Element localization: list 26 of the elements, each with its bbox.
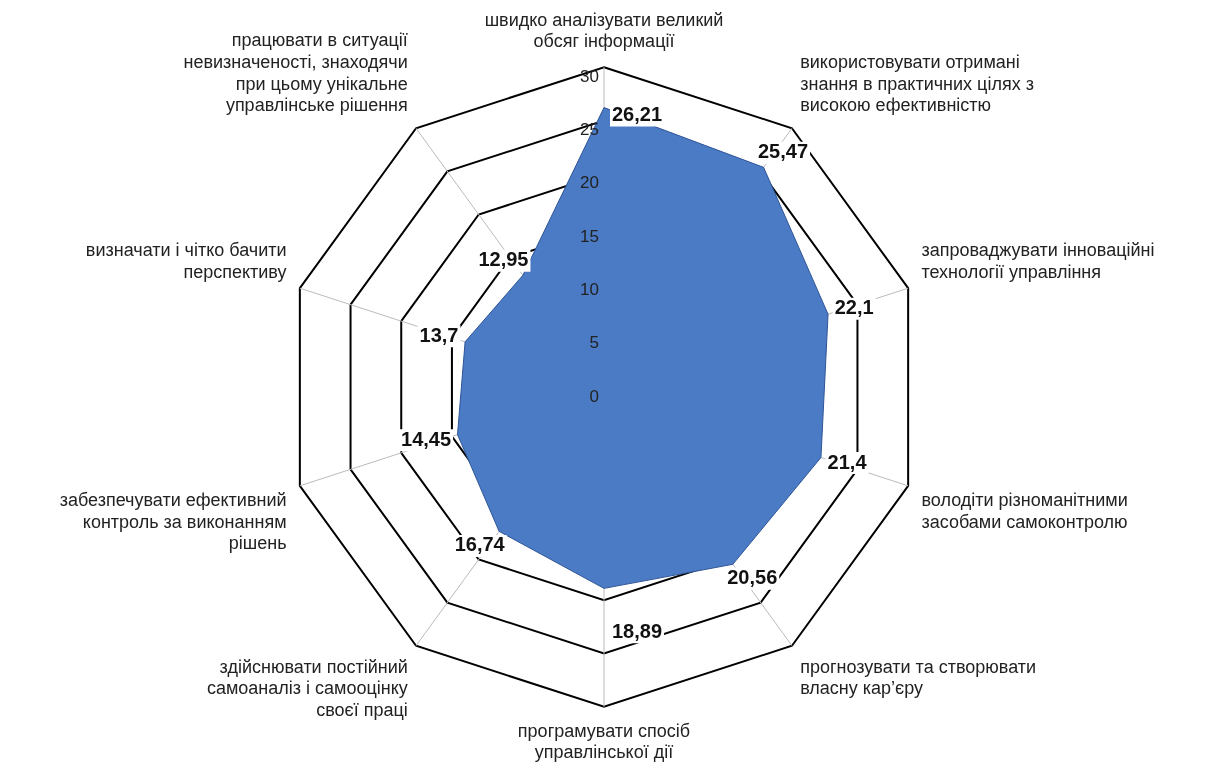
spoke-label: використовувати отримані знання в практичних цілях з високою ефективністю: [800, 51, 1034, 116]
data-label: 14,45: [401, 427, 452, 450]
data-label: 21,4: [827, 450, 868, 473]
y-tick-label: 5: [589, 333, 599, 353]
spoke-label: володіти різноманітними засобами самоконтролю: [921, 489, 1128, 532]
spoke-label: визначати і чітко бачити перспективу: [85, 240, 287, 283]
data-label: 25,47: [757, 140, 809, 163]
data-label: 18,89: [611, 619, 663, 642]
data-label: 22,1: [834, 296, 874, 319]
data-label: 20,56: [727, 566, 778, 589]
data-label: 13,7: [419, 323, 459, 346]
data-label: 12,95: [478, 248, 529, 271]
spoke-label: запроваджувати інноваційні технології управління: [921, 240, 1155, 283]
y-tick-label: 20: [580, 173, 599, 193]
y-tick-label: 15: [580, 226, 599, 246]
spoke-label: здійснювати постійний самоаналіз і самооцінку своєї праці: [206, 656, 408, 721]
y-tick-label: 30: [580, 66, 599, 86]
spoke-label: працювати в ситуації невизначеності, знаходячи при цьому унікальне управлінське рішення: [183, 30, 408, 116]
spoke-label: прогнозувати та створювати власну кар’єру: [800, 656, 1037, 699]
data-label: 16,74: [454, 533, 506, 556]
y-tick-label: 0: [589, 386, 599, 406]
spoke-label: програмувати спосіб управлінської дії: [517, 720, 691, 763]
spoke-label: забезпечувати ефективний контроль за виконанням рішень: [59, 489, 287, 554]
y-tick-label: 10: [580, 280, 599, 300]
spoke-label: швидко аналізувати великий обсяг інформації: [484, 9, 724, 52]
data-label: 26,21: [611, 103, 663, 126]
